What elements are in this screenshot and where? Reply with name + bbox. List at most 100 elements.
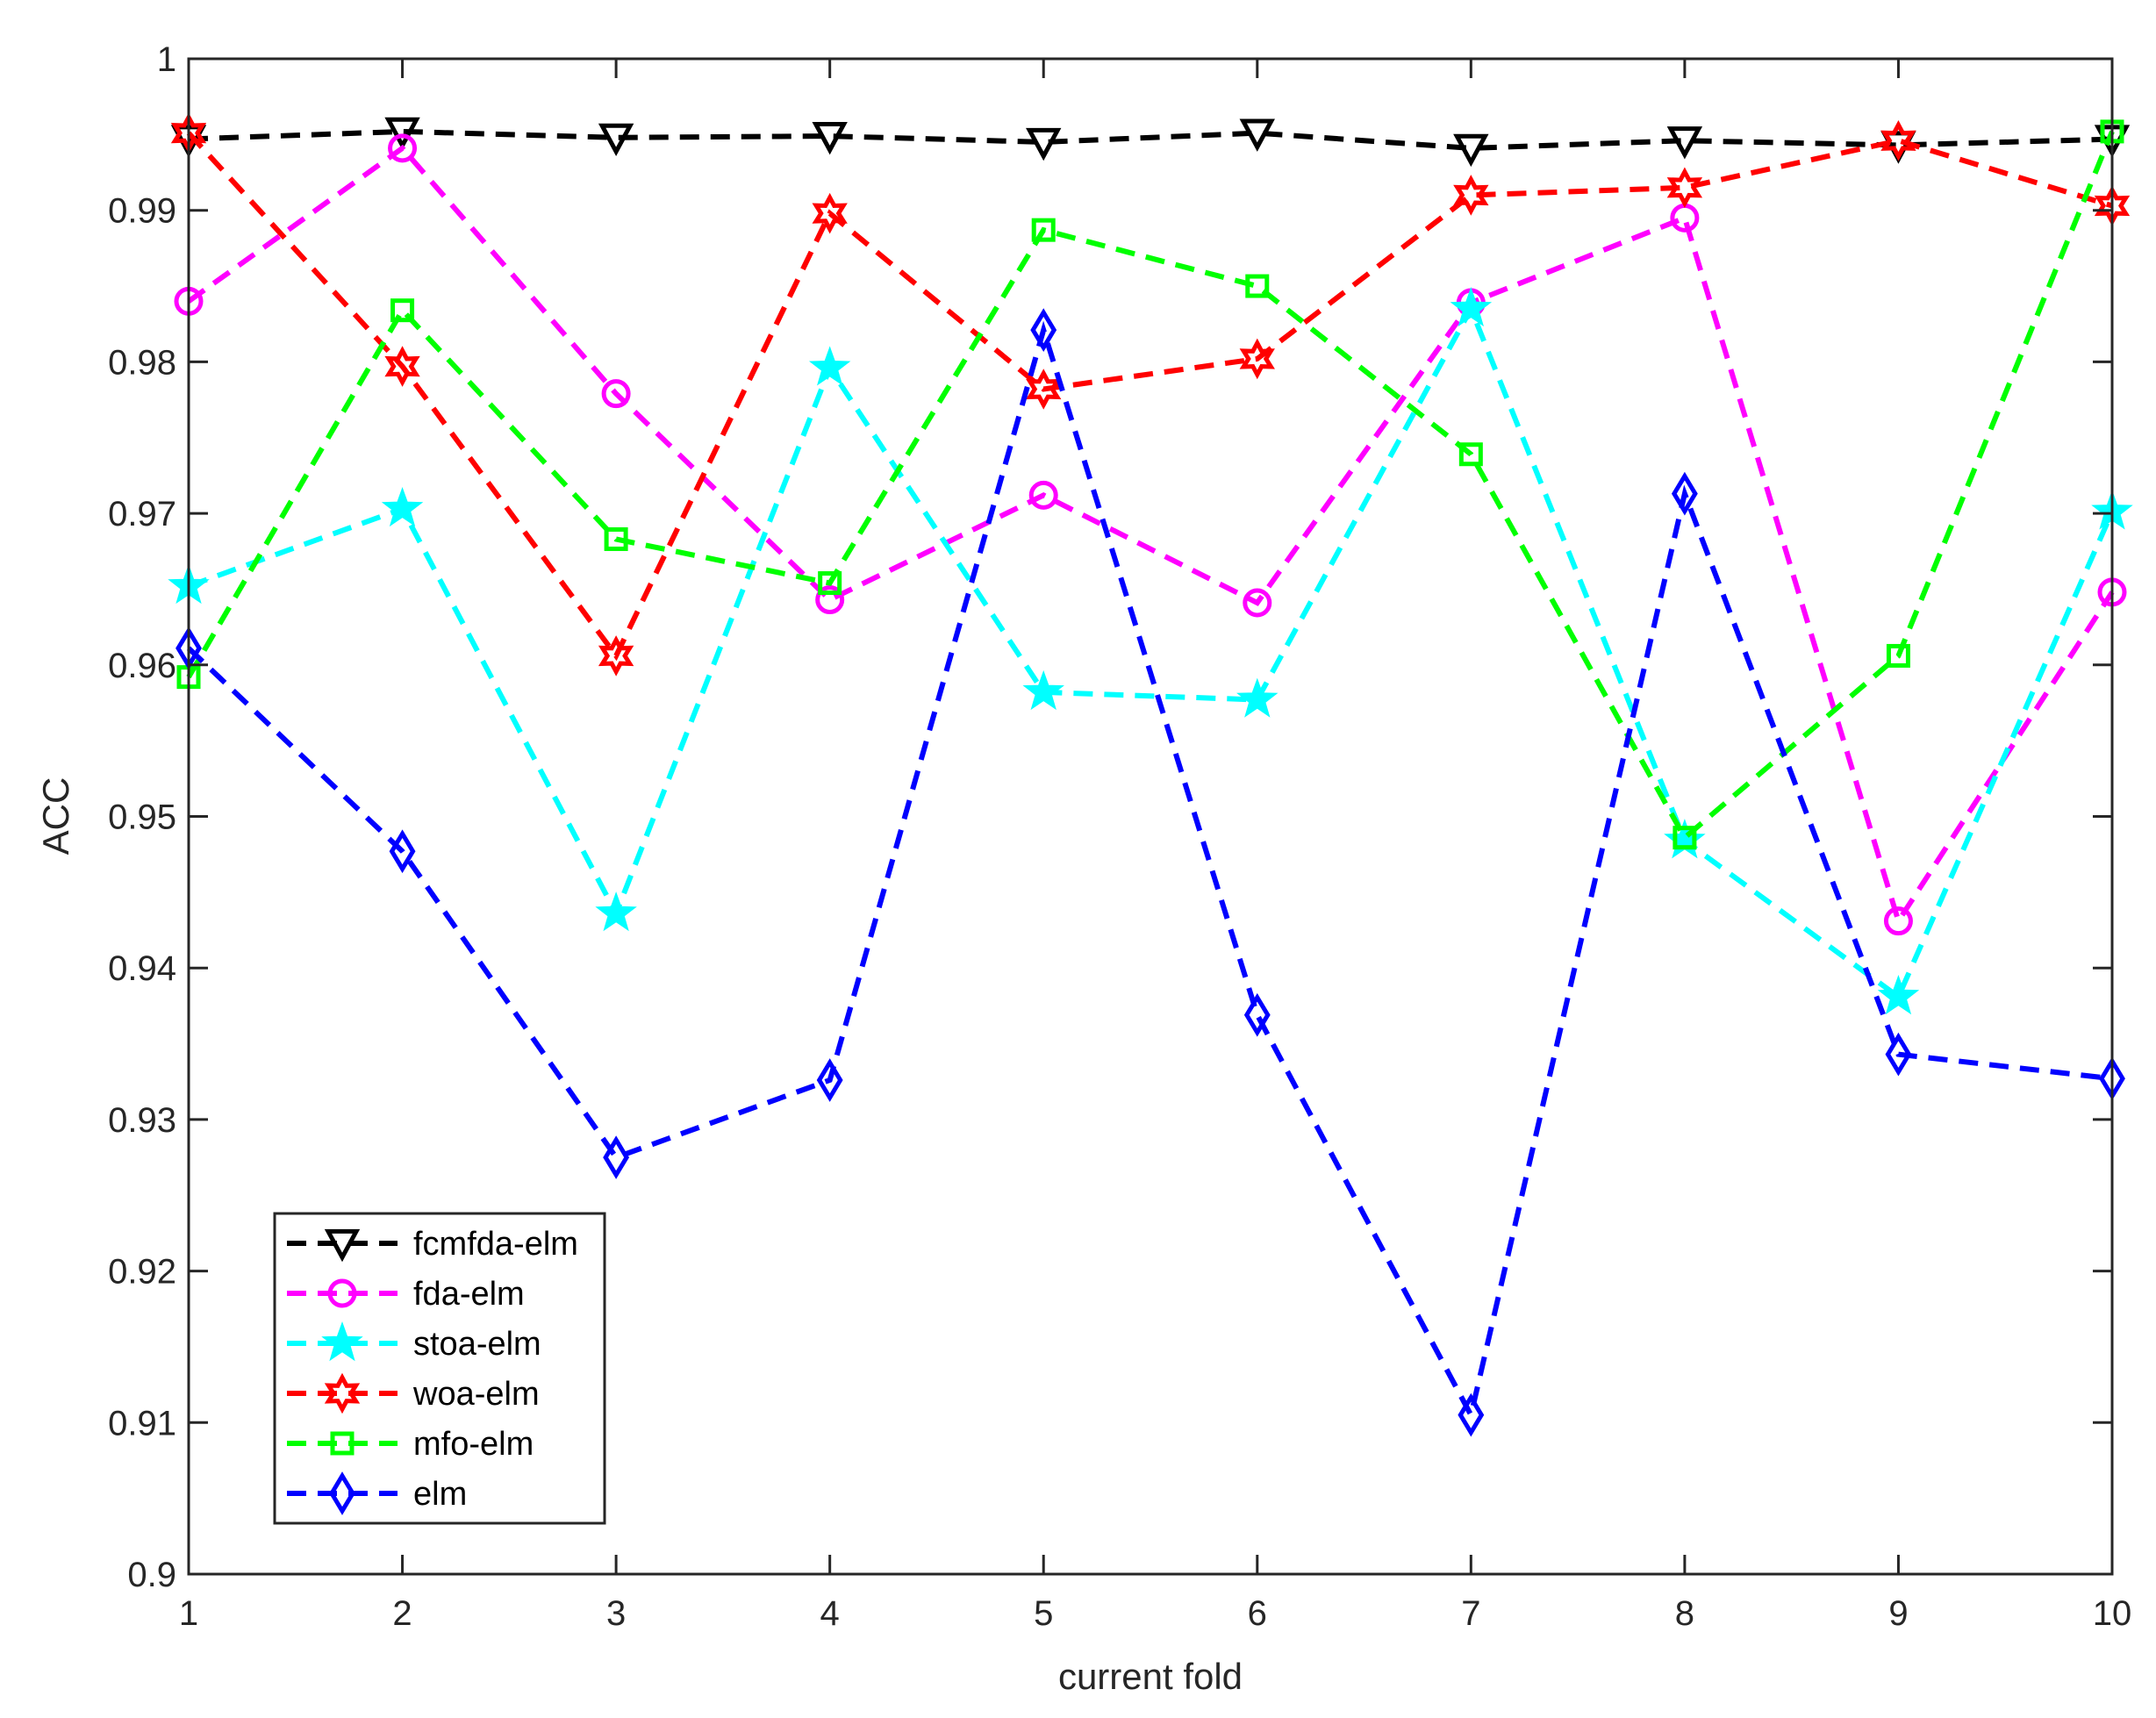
y-tick-label: 0.96	[108, 647, 176, 685]
legend-entry-woa-elm: woa-elm	[287, 1372, 540, 1414]
data-point-woa-elm	[1239, 338, 1275, 380]
legend-entry-fda-elm: fda-elm	[287, 1276, 525, 1313]
data-point-mfo-elm	[1245, 274, 1270, 298]
y-tick-label: 0.97	[108, 495, 176, 533]
legend-label: fda-elm	[413, 1276, 525, 1313]
x-tick-label: 4	[820, 1594, 840, 1633]
x-tick-label: 2	[392, 1594, 412, 1633]
legend-label: mfo-elm	[413, 1426, 534, 1463]
legend-marker	[329, 1471, 355, 1515]
data-point-fcmfda-elm	[1239, 118, 1275, 152]
y-tick-label: 0.9	[127, 1556, 176, 1594]
data-point-stoa-elm	[1877, 975, 1920, 1015]
data-point-stoa-elm	[381, 486, 424, 527]
data-point-mfo-elm	[1458, 442, 1483, 467]
y-tick-label: 1	[157, 40, 176, 79]
x-tick-label: 9	[1888, 1594, 1908, 1633]
x-tick-label: 1	[179, 1594, 198, 1633]
series-line-woa-elm	[186, 131, 2113, 662]
data-point-elm	[1671, 471, 1698, 516]
ticks-layer: 1 2 3 4 5 6 7 8 9 10 0.9 0.91 0.92 0.93 0.94 0.95 0.96 0.…	[108, 40, 2131, 1633]
x-tick-label: 10	[2093, 1594, 2132, 1633]
data-point-elm	[1243, 992, 1271, 1037]
x-axis-label: current fold	[1058, 1656, 1243, 1697]
series-fcmfda-elm	[170, 117, 2131, 168]
data-point-stoa-elm	[1022, 669, 1064, 711]
data-point-stoa-elm	[1450, 286, 1493, 327]
legend-marker	[324, 1372, 361, 1414]
legend-label: elm	[413, 1476, 467, 1513]
legend-label: fcmfda-elm	[413, 1226, 578, 1263]
series-line-mfo-elm	[186, 130, 2115, 842]
data-point-elm	[816, 1058, 843, 1102]
y-tick-label: 0.91	[108, 1404, 176, 1442]
data-point-mfo-elm	[1673, 826, 1697, 850]
data-point-woa-elm	[812, 192, 848, 234]
legend-label: woa-elm	[412, 1376, 540, 1413]
legend-entry-stoa-elm: stoa-elm	[287, 1321, 541, 1363]
legend-marker	[321, 1321, 363, 1362]
series-woa-elm	[170, 112, 2131, 676]
data-point-fda-elm	[815, 585, 845, 615]
series-line-elm	[186, 320, 2113, 1423]
y-tick-label: 0.93	[108, 1101, 176, 1140]
data-point-fcmfda-elm	[1453, 133, 1489, 168]
legend-marker	[324, 1228, 361, 1263]
series-elm	[175, 308, 2125, 1437]
data-point-fda-elm	[601, 379, 631, 409]
x-tick-label: 3	[606, 1594, 626, 1633]
x-tick-label: 8	[1675, 1594, 1694, 1633]
y-axis-label: ACC	[35, 777, 76, 855]
legend-marker	[330, 1431, 355, 1456]
data-point-fcmfda-elm	[598, 123, 634, 157]
data-point-stoa-elm	[1236, 677, 1279, 718]
data-point-fda-elm	[388, 133, 418, 163]
data-point-elm	[1885, 1032, 1912, 1077]
y-tick-label: 0.94	[108, 949, 176, 988]
y-tick-label: 0.95	[108, 798, 176, 837]
data-point-elm	[1458, 1392, 1485, 1437]
y-tick-label: 0.98	[108, 343, 176, 382]
series-layer	[168, 112, 2133, 1437]
data-point-elm	[389, 829, 416, 874]
legend-entry-elm: elm	[287, 1471, 467, 1515]
data-point-woa-elm	[1880, 119, 1916, 161]
data-point-woa-elm	[598, 635, 634, 676]
data-point-fda-elm	[1028, 480, 1058, 510]
data-point-fcmfda-elm	[812, 121, 848, 155]
data-point-woa-elm	[384, 346, 420, 387]
legend-marker	[327, 1278, 357, 1308]
data-point-fcmfda-elm	[1026, 127, 1062, 161]
series-line-fcmfda-elm	[188, 128, 2113, 151]
data-point-mfo-elm	[604, 526, 628, 551]
data-point-elm	[603, 1135, 630, 1179]
y-tick-label: 0.92	[108, 1253, 176, 1292]
data-point-stoa-elm	[595, 891, 637, 932]
x-tick-label: 7	[1461, 1594, 1480, 1633]
data-point-fcmfda-elm	[1666, 126, 1703, 160]
data-point-fda-elm	[1883, 906, 1913, 936]
data-point-elm	[1030, 308, 1057, 352]
data-point-woa-elm	[1453, 175, 1489, 216]
data-point-mfo-elm	[818, 571, 842, 596]
x-tick-label: 6	[1248, 1594, 1267, 1633]
data-point-fda-elm	[1243, 588, 1272, 618]
legend-entry-mfo-elm: mfo-elm	[287, 1426, 534, 1463]
legend-entry-fcmfda-elm: fcmfda-elm	[287, 1226, 578, 1263]
data-point-mfo-elm	[1031, 218, 1056, 242]
legend-box	[273, 1212, 606, 1525]
data-point-mfo-elm	[390, 298, 415, 323]
data-point-woa-elm	[1666, 167, 1703, 209]
data-point-fcmfda-elm	[384, 117, 420, 151]
legend: fcmfda-elm fda-elm stoa-elm woa-elm mfo-elm e…	[273, 1212, 606, 1525]
data-point-mfo-elm	[1886, 643, 1910, 668]
x-tick-label: 5	[1034, 1594, 1053, 1633]
y-tick-label: 0.99	[108, 192, 176, 231]
series-mfo-elm	[176, 119, 2124, 850]
series-stoa-elm	[168, 286, 2133, 1015]
series-line-stoa-elm	[187, 302, 2115, 1001]
series-line-fda-elm	[187, 144, 2115, 927]
data-point-stoa-elm	[808, 346, 851, 386]
legend-label: stoa-elm	[413, 1326, 541, 1363]
